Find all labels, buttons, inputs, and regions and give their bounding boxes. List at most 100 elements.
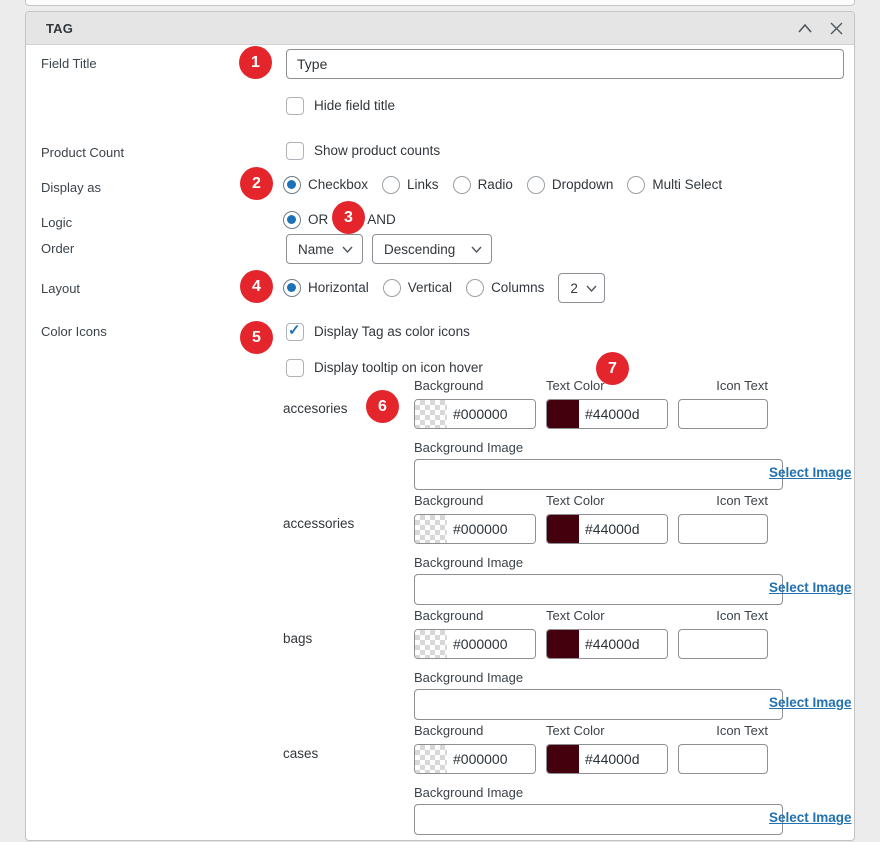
display-tooltip-label: Display tooltip on icon hover [314, 360, 483, 375]
annotation-badge-5: 5 [240, 321, 273, 354]
background-color-swatch[interactable] [415, 745, 447, 773]
background-color-swatch[interactable] [415, 400, 447, 428]
background-hex-input[interactable] [447, 630, 535, 658]
display-as-option-label: Links [407, 177, 439, 192]
icon-text-input[interactable] [678, 514, 768, 544]
text-color-input [546, 514, 668, 544]
display-as-radio-links[interactable] [382, 176, 401, 194]
icon-text-header: Icon Text [716, 378, 768, 393]
order-label: Order [41, 241, 75, 256]
tag-name: cases [283, 746, 319, 761]
tag-row: accessories Background Text Color Icon T… [283, 492, 856, 612]
field-title-label: Field Title [41, 56, 97, 71]
text-color-input [546, 629, 668, 659]
product-count-label: Product Count [41, 145, 125, 160]
text-color-swatch[interactable] [547, 400, 579, 428]
order-direction-select[interactable]: Descending [372, 234, 492, 264]
text-color-hex-input[interactable] [579, 515, 667, 543]
background-image-input[interactable] [414, 459, 783, 490]
text-color-header: Text Color [546, 723, 605, 738]
previous-panel-edge [25, 0, 855, 6]
annotation-badge-3: 3 [332, 201, 365, 234]
icon-text-input[interactable] [678, 399, 768, 429]
hide-field-title-checkbox[interactable] [286, 97, 304, 115]
logic-option-label: OR [308, 212, 329, 227]
display-color-icons-label: Display Tag as color icons [314, 324, 470, 339]
background-color-swatch[interactable] [415, 515, 447, 543]
text-color-swatch[interactable] [547, 630, 579, 658]
text-color-swatch[interactable] [547, 515, 579, 543]
background-color-input [414, 744, 536, 774]
icon-text-header: Icon Text [716, 493, 768, 508]
text-color-header: Text Color [546, 493, 605, 508]
annotation-badge-4: 4 [240, 270, 273, 303]
logic-radio-or[interactable] [283, 211, 301, 229]
chevron-down-icon [586, 285, 597, 292]
show-product-counts-label: Show product counts [314, 143, 441, 158]
text-color-input [546, 399, 668, 429]
close-icon[interactable] [828, 21, 844, 37]
collapse-chevron-up-icon[interactable] [797, 21, 813, 37]
background-image-input[interactable] [414, 804, 783, 835]
background-image-header: Background Image [414, 440, 524, 455]
panel-title: TAG [46, 20, 74, 36]
annotation-badge-2: 2 [240, 167, 273, 200]
layout-radio-horizontal[interactable] [283, 279, 301, 297]
order-by-value: Name [298, 241, 335, 257]
color-icons-label: Color Icons [41, 324, 107, 339]
background-color-swatch[interactable] [415, 630, 447, 658]
display-as-radio-multi-select[interactable] [627, 176, 646, 194]
layout-radio-vertical[interactable] [382, 279, 401, 297]
select-image-link[interactable]: Select Image [769, 465, 852, 480]
logic-option-label: AND [367, 212, 396, 227]
text-color-hex-input[interactable] [579, 745, 667, 773]
text-color-swatch[interactable] [547, 745, 579, 773]
columns-count-select[interactable]: 2 [558, 273, 606, 303]
tag-settings-panel: TAG Field Title Hide field title Product… [25, 11, 855, 841]
icon-text-header: Icon Text [716, 723, 768, 738]
layout-radio-columns[interactable] [466, 279, 485, 297]
icon-text-input[interactable] [678, 629, 768, 659]
display-as-option-label: Multi Select [652, 177, 723, 192]
display-as-radio-dropdown[interactable] [526, 176, 545, 194]
background-color-input [414, 399, 536, 429]
order-by-select[interactable]: Name [286, 234, 363, 264]
background-hex-input[interactable] [447, 515, 535, 543]
background-header: Background [414, 378, 484, 393]
layout-option-label: Vertical [407, 280, 453, 295]
background-hex-input[interactable] [447, 400, 535, 428]
logic-label: Logic [41, 215, 73, 230]
chevron-down-icon [471, 246, 482, 253]
background-hex-input[interactable] [447, 745, 535, 773]
field-title-input[interactable] [286, 49, 844, 79]
background-header: Background [414, 493, 484, 508]
background-header: Background [414, 608, 484, 623]
chevron-down-icon [342, 246, 353, 253]
display-as-radio-checkbox[interactable] [283, 176, 301, 194]
columns-count-value: 2 [570, 280, 578, 296]
annotation-badge-1: 1 [239, 46, 272, 79]
text-color-header: Text Color [546, 378, 605, 393]
select-image-link[interactable]: Select Image [769, 580, 852, 595]
tag-name: accessories [283, 516, 355, 531]
text-color-hex-input[interactable] [579, 400, 667, 428]
panel-header: TAG [26, 12, 854, 45]
layout-label: Layout [41, 281, 81, 296]
select-image-link[interactable]: Select Image [769, 695, 852, 710]
text-color-hex-input[interactable] [579, 630, 667, 658]
background-image-input[interactable] [414, 689, 783, 720]
background-header: Background [414, 723, 484, 738]
icon-text-header: Icon Text [716, 608, 768, 623]
tag-row: cases Background Text Color Icon Text Ba… [283, 722, 856, 842]
background-image-header: Background Image [414, 670, 524, 685]
display-as-radio-radio[interactable] [452, 176, 471, 194]
icon-text-input[interactable] [678, 744, 768, 774]
display-tooltip-checkbox[interactable] [286, 359, 304, 377]
annotation-badge-7: 7 [596, 352, 629, 385]
background-image-input[interactable] [414, 574, 783, 605]
select-image-link[interactable]: Select Image [769, 810, 852, 825]
show-product-counts-checkbox[interactable] [286, 142, 304, 160]
display-color-icons-checkbox[interactable] [286, 322, 304, 341]
hide-field-title-label: Hide field title [314, 98, 396, 113]
tag-row: accesories Background Text Color Icon Te… [283, 377, 856, 497]
